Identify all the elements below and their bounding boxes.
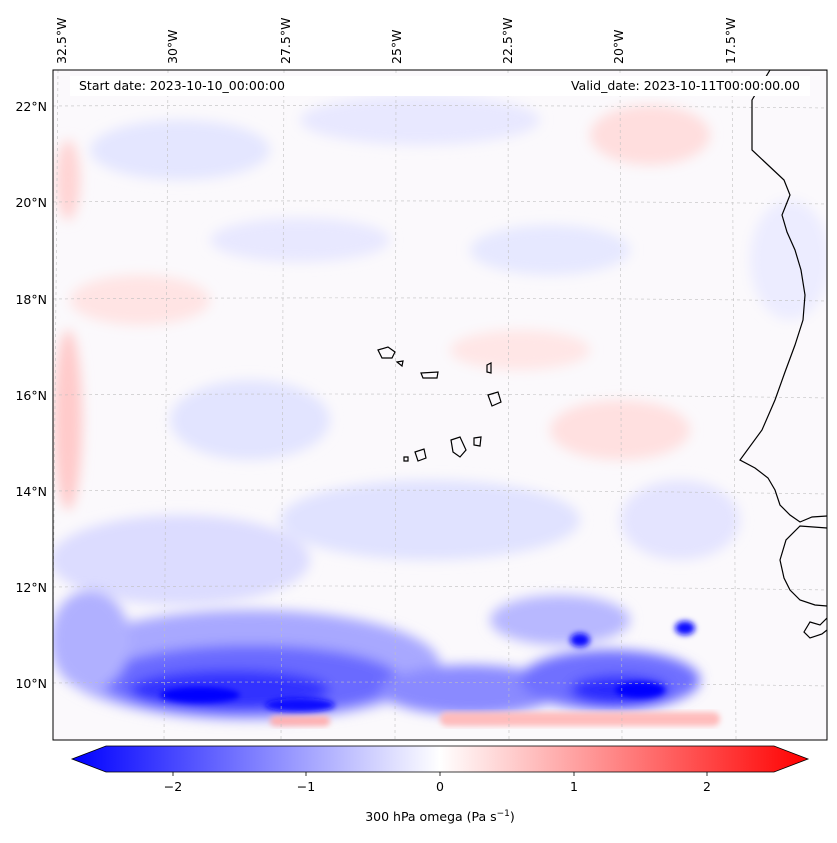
red-patch [590, 105, 710, 165]
latitude-labels: 22°N 20°N 18°N 16°N 14°N 12°N 10°N [15, 99, 47, 691]
colorbar-bar [70, 745, 810, 773]
parallel [53, 297, 827, 302]
island-brava [403, 456, 409, 462]
lon-label: 17.5°W [723, 18, 738, 64]
meridian [507, 70, 510, 740]
blue-patch [470, 225, 630, 275]
parallel [53, 105, 827, 109]
descent-streak [270, 712, 720, 726]
colorbar-ticks [172, 772, 708, 776]
colorbar-label-text: 300 hPa omega (Pa s [365, 809, 496, 824]
blue-patch [170, 380, 330, 460]
parallel [53, 200, 827, 205]
blue-patch [53, 515, 310, 605]
lat-label: 14°N [15, 484, 47, 499]
lon-label: 27.5°W [278, 18, 293, 64]
meridian [731, 70, 737, 740]
island-sao-vicente [395, 360, 404, 368]
red-patch [56, 140, 80, 220]
gridlines [53, 70, 827, 740]
lon-label: 20°W [611, 29, 626, 64]
lat-label: 16°N [15, 388, 47, 403]
meridian [619, 70, 623, 740]
colorbar-tick-label: 0 [436, 779, 444, 794]
lon-label: 30°W [165, 29, 180, 64]
parallel [53, 681, 827, 687]
colorbar-label-superscript: −1 [497, 809, 510, 819]
island-sao-nicolau [420, 371, 439, 379]
blue-region [490, 595, 630, 645]
blue-core [570, 633, 590, 647]
red-patch [450, 330, 590, 370]
blue-core [675, 621, 695, 635]
start-date-label: Start date: 2023-10-10_00:00:00 [79, 78, 285, 93]
blue-patch [750, 200, 827, 320]
lon-label: 25°W [389, 29, 404, 64]
field-patches [53, 95, 827, 605]
blue-patch [210, 218, 390, 262]
colorbar-tick-label: 2 [703, 779, 711, 794]
blue-core [160, 687, 240, 703]
lat-label: 18°N [15, 292, 47, 307]
coastline-guinea-bissau [779, 525, 827, 607]
red-region [440, 712, 720, 726]
blue-region [53, 590, 130, 690]
island-fogo [414, 448, 427, 462]
blue-patch [620, 480, 740, 560]
omega-field: Start date: 2023-10-10_00:00:00 Valid_da… [53, 70, 827, 740]
red-patch [550, 400, 690, 460]
colorbar-tick-label: −1 [297, 779, 315, 794]
blue-patch [300, 95, 540, 145]
colorbar-label-end: ) [510, 809, 515, 824]
colorbar-label: 300 hPa omega (Pa s−1) [365, 809, 515, 824]
lat-label: 20°N [15, 195, 47, 210]
blue-core [615, 682, 665, 698]
longitude-labels: 32.5°W 30°W 27.5°W 25°W 22.5°W 20°W 17.5… [54, 18, 738, 64]
island-maio [473, 436, 482, 447]
cape-verde-islands [377, 346, 502, 462]
parallel [53, 585, 827, 591]
colorbar-tick-label: 1 [570, 779, 578, 794]
lon-label: 22.5°W [500, 18, 515, 64]
blue-region [380, 665, 560, 715]
colorbar: −2 −1 0 1 2 300 hPa omega (Pa s−1) [70, 745, 810, 824]
lat-label: 22°N [15, 99, 47, 114]
meridian [394, 70, 397, 740]
label-strip [70, 76, 810, 96]
meridian [280, 70, 285, 740]
colorbar-tick-label: −2 [164, 779, 182, 794]
blue-core [265, 698, 335, 712]
ascent-cores [160, 621, 695, 712]
lat-label: 12°N [15, 580, 47, 595]
red-patch [70, 275, 210, 325]
lon-label: 32.5°W [54, 18, 69, 64]
island-boa-vista [487, 391, 502, 407]
red-region [270, 716, 330, 726]
map-frame [52, 69, 828, 741]
blue-patch [90, 120, 270, 180]
africa-coastline [739, 70, 827, 523]
blue-patch [280, 480, 580, 560]
meridian [163, 70, 169, 740]
valid-date-label: Valid_date: 2023-10-11T00:00:00.00 [571, 78, 800, 93]
island-santiago [450, 436, 467, 458]
red-patch [54, 330, 82, 510]
island-santo-antao [377, 346, 396, 359]
colorbar-tick-labels: −2 −1 0 1 2 [164, 779, 711, 794]
parallel [53, 393, 827, 399]
coastline-islands [803, 617, 827, 639]
lat-label: 10°N [15, 676, 47, 691]
island-sal [486, 362, 492, 374]
parallel [53, 489, 827, 495]
